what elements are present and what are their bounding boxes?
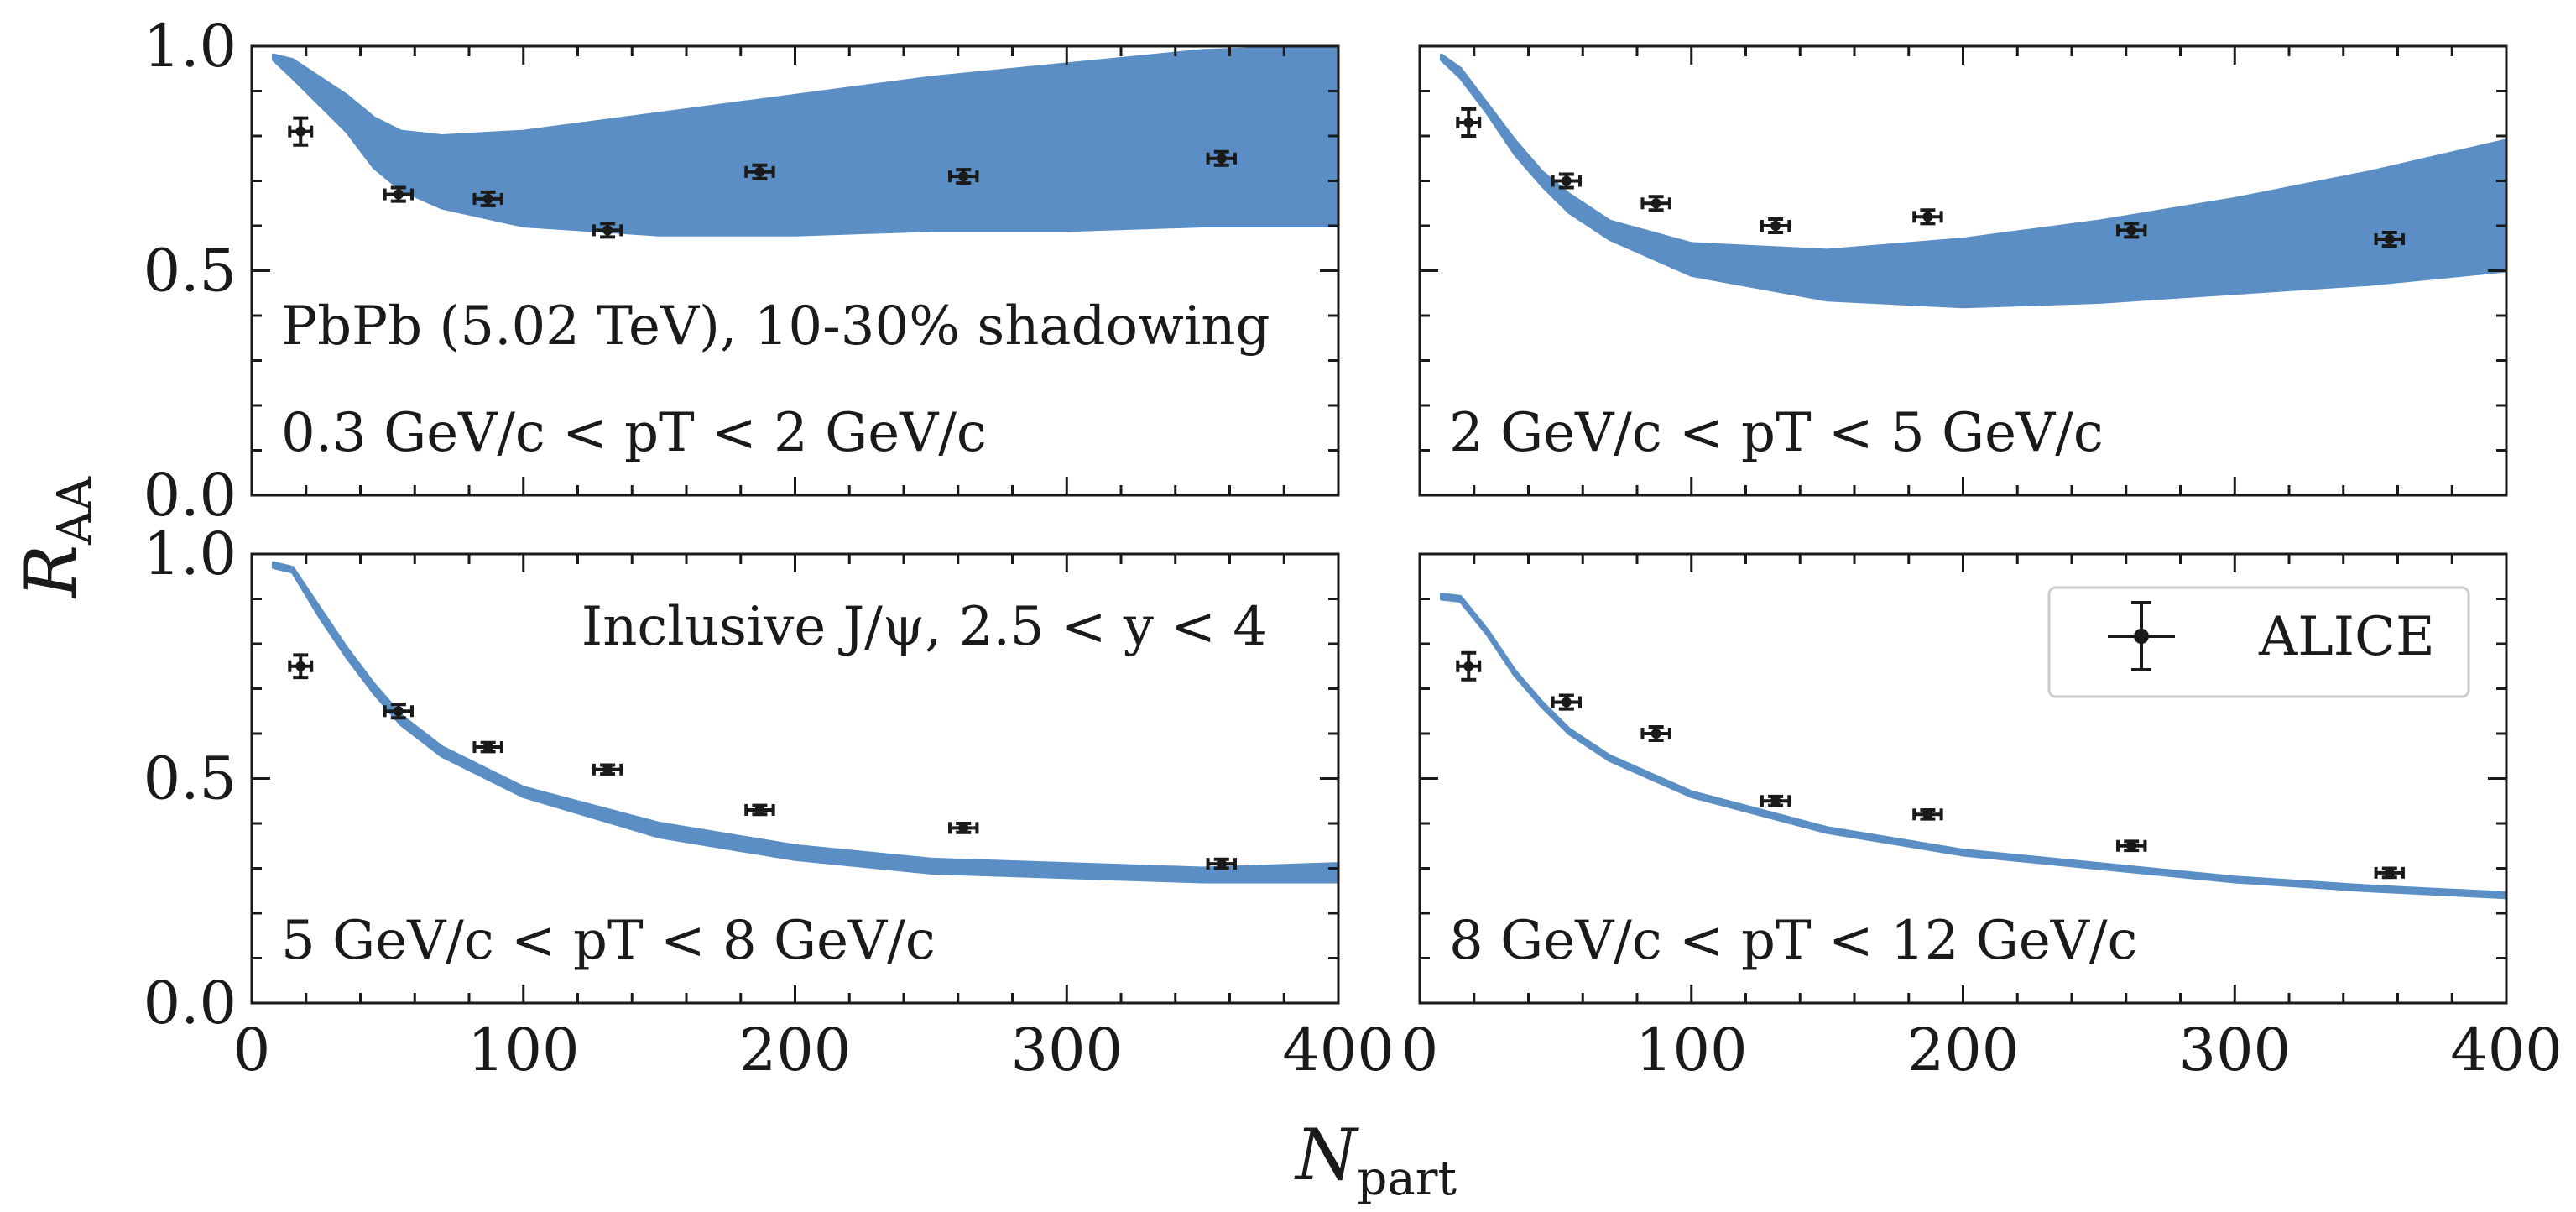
model-band-top-right [1439, 53, 2506, 309]
data-point [948, 168, 979, 185]
legend: ALICE [2047, 586, 2470, 698]
pt-range-label-top-right: 2 GeV/c < pT < 5 GeV/c [1449, 402, 2104, 464]
data-point [592, 222, 623, 239]
legend-label-alice: ALICE [2258, 606, 2435, 668]
data-point [1912, 807, 1943, 821]
data-point [2116, 839, 2147, 853]
ticks-top-left [250, 44, 1340, 497]
data-point [288, 116, 314, 147]
y-tick-label: 0.5 [143, 744, 237, 813]
y-tick-label: 0.0 [143, 969, 237, 1037]
data-point [1551, 172, 1583, 190]
data-point [383, 703, 415, 720]
ticks-top-right [1418, 44, 2508, 497]
y-axis-title-sub: AA [48, 476, 102, 545]
data-point [472, 740, 503, 754]
pt-range-label-top-left: 0.3 GeV/c < pT < 2 GeV/c [281, 402, 987, 464]
x-tick-label: 100 [467, 1016, 580, 1084]
x-tick-label: 300 [2178, 1016, 2291, 1084]
x-tick-label: 300 [1010, 1016, 1123, 1084]
data-point [1456, 107, 1482, 138]
data-point [1206, 149, 1237, 167]
data-point [288, 653, 314, 680]
data-point [1640, 195, 1671, 212]
panel-top-left: 0.0 0.5 1.0 [143, 12, 1340, 530]
y-axis-title: RAA [10, 476, 102, 599]
y-tick-label: 0.0 [143, 461, 237, 530]
probe-label: Inclusive J/ψ, 2.5 < y < 4 [581, 596, 1267, 658]
data-point [2116, 222, 2147, 239]
data-point [472, 190, 503, 207]
x-tick-label: 0 [1401, 1016, 1439, 1084]
model-band-top-left [271, 46, 1338, 237]
y-tick-label: 1.0 [143, 520, 237, 588]
model-band-bottom-right [1439, 593, 2506, 900]
data-point [1206, 857, 1237, 870]
ticks-bottom-left [250, 552, 1340, 1005]
y-tick-label: 0.5 [143, 237, 237, 306]
data-point [592, 763, 623, 776]
data-point [383, 185, 415, 203]
collision-system-label: PbPb (5.02 TeV), 10-30% shadowing [281, 295, 1270, 358]
x-tick-label: 200 [739, 1016, 852, 1084]
ticks-bottom-right [1418, 552, 2508, 1005]
data-point [2374, 231, 2405, 248]
y-tick-label: 1.0 [143, 12, 237, 81]
data-point [1551, 693, 1583, 711]
panel-top-right [1418, 44, 2508, 497]
pt-range-label-bottom-right: 8 GeV/c < pT < 12 GeV/c [1449, 910, 2137, 972]
data-point [1912, 208, 1943, 226]
x-axis-title: Npart [1294, 1114, 1457, 1206]
data-point [1760, 217, 1791, 235]
x-tick-label: 0 [233, 1016, 271, 1084]
data-point [1640, 724, 1671, 743]
x-axis-title-main: N [1294, 1114, 1359, 1196]
data-point [744, 163, 775, 180]
data-point [744, 803, 775, 817]
data-point [948, 822, 979, 834]
legend-box [2047, 586, 2470, 698]
panel-bottom-left: 0 100 200 300 400 0.0 0.5 1.0 [143, 520, 1395, 1084]
data-point [1456, 650, 1482, 682]
y-axis-title-main: R [10, 545, 92, 599]
x-tick-label: 200 [1907, 1016, 2020, 1084]
x-tick-label: 100 [1635, 1016, 1748, 1084]
legend-marker [2108, 601, 2175, 671]
data-point [1760, 794, 1791, 807]
x-tick-label: 400 [1282, 1016, 1395, 1084]
x-axis-title-sub: part [1357, 1152, 1457, 1206]
x-tick-label: 400 [2450, 1016, 2563, 1084]
data-point [2374, 866, 2405, 880]
panel-bottom-right: 0 100 200 300 400 [1401, 552, 2563, 1084]
pt-range-label-bottom-left: 5 GeV/c < pT < 8 GeV/c [281, 910, 936, 972]
